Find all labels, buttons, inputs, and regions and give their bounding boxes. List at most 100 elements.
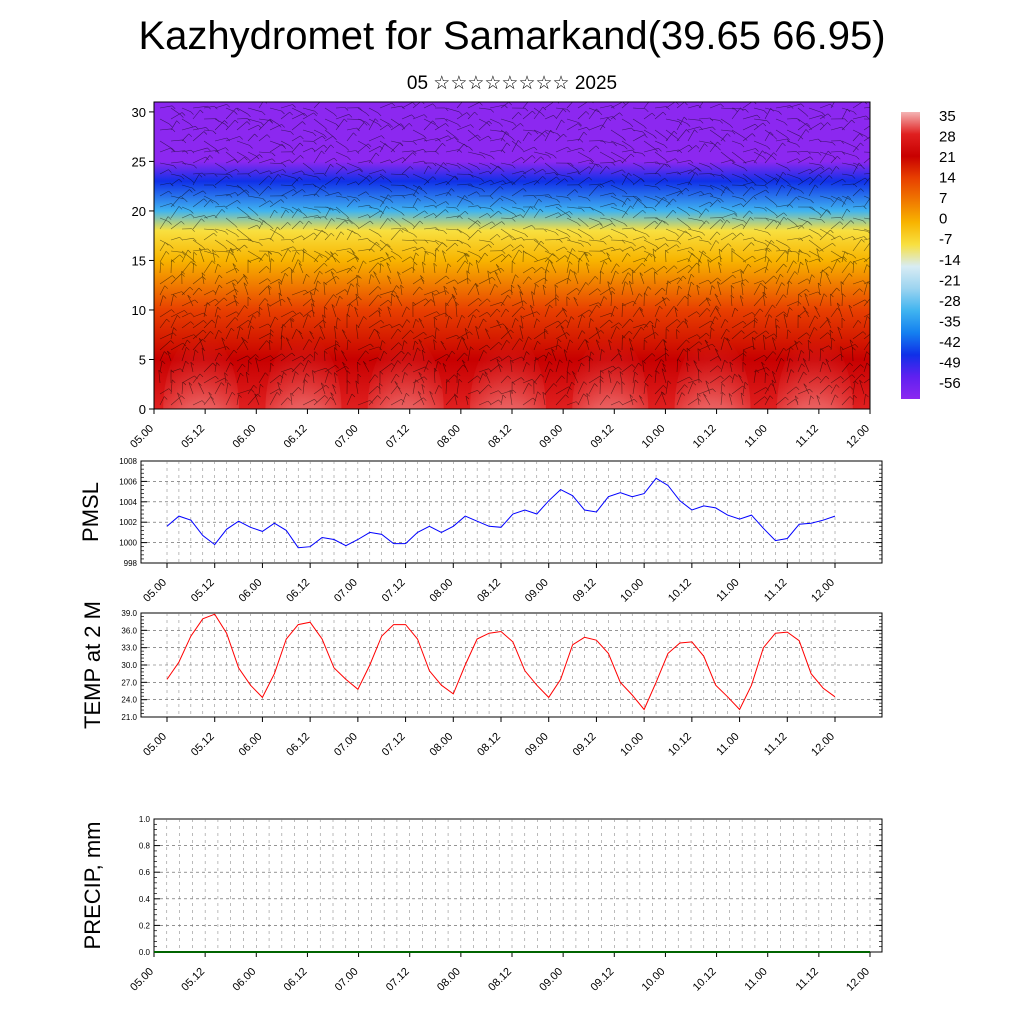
wind-barb [302, 360, 309, 373]
wind-barb [775, 184, 783, 197]
wind-barb-flag [421, 349, 426, 354]
wind-barb [775, 347, 784, 362]
wind-barb-flag [389, 324, 393, 328]
wind-barb [764, 240, 772, 252]
wind-barb-flag [586, 393, 590, 397]
wind-barb-flag [585, 282, 589, 286]
wind-barb-flag [701, 232, 706, 236]
wind-barb [379, 143, 386, 153]
wind-barb [313, 271, 320, 285]
wind-barb [709, 173, 721, 176]
wind-barb [445, 118, 458, 125]
wind-barb [192, 276, 203, 285]
wind-barb [825, 358, 832, 373]
wind-barb-flag [835, 166, 840, 170]
wind-barb [511, 214, 521, 219]
wind-barb-flag [519, 325, 523, 329]
wind-barb-flag [705, 297, 710, 301]
wind-barb-flag [180, 114, 184, 118]
wind-barb-flag [805, 129, 810, 133]
wind-barb-flag [528, 131, 532, 136]
wind-barb [698, 184, 711, 187]
wind-barb [786, 186, 793, 197]
wind-barb [742, 173, 752, 181]
wind-barb [368, 239, 380, 248]
wind-barb-flag [727, 243, 732, 247]
wind-barb-flag [628, 338, 633, 342]
wind-barb-flag [290, 318, 294, 323]
wind-barb-flag [532, 110, 536, 115]
wind-barb-flag [350, 283, 355, 287]
wind-barb [236, 355, 248, 362]
wind-barb [863, 316, 868, 329]
wind-barb [584, 252, 590, 263]
wind-barb [566, 102, 573, 109]
temp-panel: 21.024.027.030.033.036.039.005.00 05.12 06… [80, 601, 883, 759]
wind-barb-flag [641, 262, 646, 267]
wind-barb [830, 195, 843, 202]
wind-barb [346, 228, 359, 235]
wind-barb-flag [457, 165, 461, 169]
wind-barb [764, 173, 775, 180]
wind-barb [610, 112, 620, 120]
x-tick-label: 09.12 [571, 731, 599, 759]
wind-barb [423, 204, 434, 208]
wind-barb-flag [611, 290, 616, 295]
wind-barb-flag [621, 381, 626, 385]
wind-barb [775, 250, 786, 252]
wind-barb-flag [378, 307, 383, 311]
wind-barb-flag [787, 182, 791, 186]
precip-panel: 0.00.20.40.60.81.005.00 05.12 06.00 06.12 07… [80, 815, 883, 994]
wind-barb [841, 273, 850, 285]
wind-barb-flag [512, 236, 517, 241]
wind-barb-flag [332, 135, 337, 140]
wind-barb-flag [298, 387, 302, 391]
wind-barb-flag [738, 374, 742, 378]
wind-barb [368, 169, 384, 175]
wind-barb-flag [217, 306, 221, 311]
wind-barb [676, 187, 687, 197]
wind-barb [395, 294, 403, 307]
wind-barb-flag [747, 263, 752, 268]
wind-barb-flag [866, 264, 870, 268]
wind-barb-flag [534, 257, 538, 261]
wind-barb-flag [323, 173, 327, 177]
wind-barb-flag [796, 196, 800, 201]
wind-barb [254, 393, 260, 406]
wind-barb [665, 130, 675, 142]
wind-barb [632, 209, 643, 219]
wind-barb [203, 260, 213, 274]
wind-barb [324, 118, 337, 125]
wind-barb [434, 201, 446, 208]
wind-barb [412, 129, 424, 136]
wind-barb-flag [811, 206, 815, 211]
wind-barb [423, 151, 436, 153]
wind-barb-flag [335, 275, 340, 280]
wind-barb [676, 228, 689, 234]
wind-barb [291, 235, 302, 241]
wind-barb-flag [707, 279, 712, 284]
wind-barb [687, 228, 702, 233]
wind-barb [346, 265, 354, 274]
colorbar-label: -7 [939, 231, 952, 248]
wind-barb [199, 248, 205, 263]
wind-barb [390, 398, 402, 406]
wind-barb-flag [520, 244, 525, 249]
wind-barb [830, 178, 843, 186]
y-tick-label: 0.8 [139, 842, 151, 851]
wind-barb [665, 277, 680, 285]
wind-barb [258, 102, 264, 109]
wind-barb-flag [832, 142, 836, 146]
wind-barb [753, 150, 763, 164]
wind-barb-flag [674, 307, 679, 312]
wind-barb-flag [745, 109, 749, 113]
wind-barb [599, 117, 608, 131]
wind-barb-flag [705, 380, 710, 385]
wind-barb [478, 239, 491, 243]
wind-barb-flag [700, 191, 705, 195]
wind-barb-flag [698, 211, 702, 215]
wind-barb-flag [849, 386, 854, 390]
wind-barb [401, 166, 411, 175]
wind-barb [181, 250, 193, 260]
wind-barb [236, 363, 243, 373]
